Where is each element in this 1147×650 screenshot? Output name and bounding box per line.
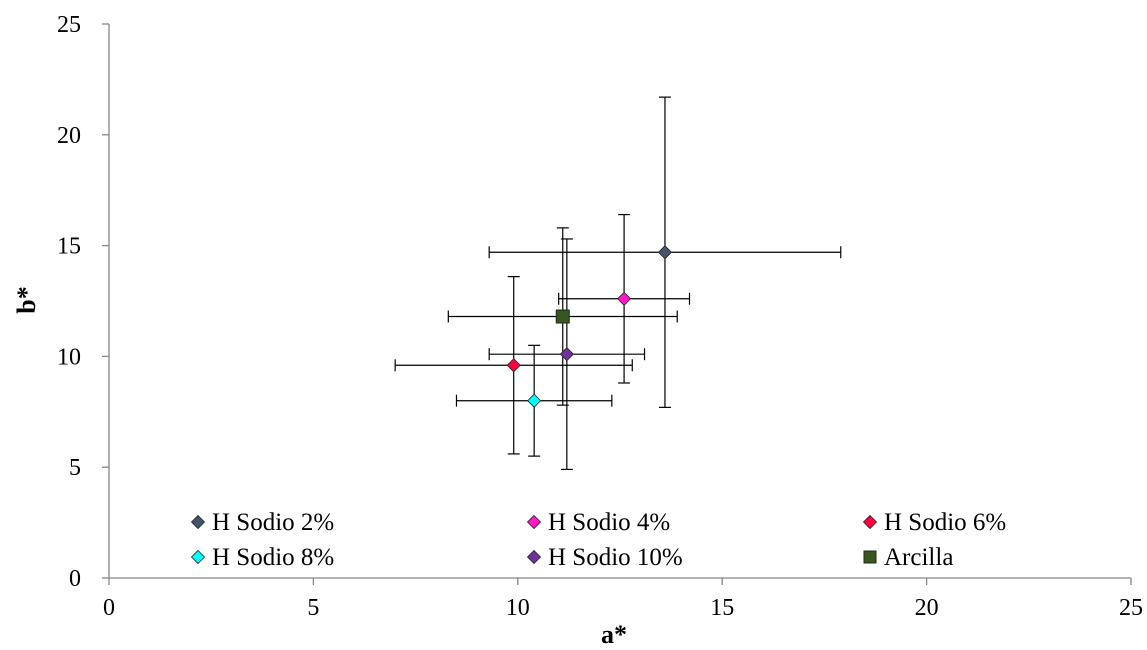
- data-point: [657, 245, 673, 260]
- x-tick-label: 20: [915, 595, 939, 621]
- y-tick-label: 10: [57, 344, 81, 370]
- legend-marker: [190, 514, 206, 530]
- legend-marker: [862, 514, 878, 530]
- x-tick-label: 10: [506, 595, 530, 621]
- legend-label: H Sodio 10%: [548, 544, 683, 571]
- y-tick-label: 20: [57, 123, 81, 149]
- legend-item: H Sodio 4%: [526, 509, 670, 536]
- data-markers: [506, 245, 673, 408]
- legend-label: H Sodio 4%: [548, 509, 670, 536]
- data-point: [555, 309, 570, 324]
- legend-item: Arcilla: [863, 544, 953, 571]
- y-tick-label: 0: [69, 566, 81, 592]
- legend-marker: [526, 514, 542, 530]
- data-point: [506, 358, 521, 373]
- y-tick-label: 15: [57, 234, 81, 260]
- legend: H Sodio 2% H Sodio 4% H Sodio 6% H Sodio 8%…: [190, 509, 1006, 571]
- legend-label: Arcilla: [884, 544, 953, 571]
- legend-item: H Sodio 10%: [526, 544, 683, 571]
- legend-item: H Sodio 8%: [190, 544, 334, 571]
- y-axis-title: b*: [12, 286, 41, 313]
- axes: [108, 24, 1131, 579]
- y-tick-label: 5: [69, 455, 81, 481]
- legend-label: H Sodio 8%: [212, 544, 334, 571]
- legend-marker: [863, 550, 877, 564]
- x-tick-label: 5: [307, 595, 319, 621]
- x-tick-label: 15: [710, 595, 734, 621]
- legend-item: H Sodio 6%: [862, 509, 1006, 536]
- error-bars: [394, 96, 842, 471]
- legend-label: H Sodio 6%: [884, 509, 1006, 536]
- legend-item: H Sodio 2%: [190, 509, 334, 536]
- legend-marker: [190, 549, 206, 565]
- x-tick-label: 0: [103, 595, 115, 621]
- x-axis-title: a*: [601, 620, 627, 649]
- axis-ticks: 0 5 10 15 20 25 0 5 10 15 20 25: [57, 12, 1143, 621]
- legend-label: H Sodio 2%: [212, 509, 334, 536]
- legend-marker: [526, 549, 542, 565]
- y-tick-label: 25: [57, 12, 81, 38]
- data-point: [559, 347, 574, 362]
- data-point: [527, 393, 542, 408]
- x-tick-label: 25: [1119, 595, 1143, 621]
- data-point: [617, 291, 632, 306]
